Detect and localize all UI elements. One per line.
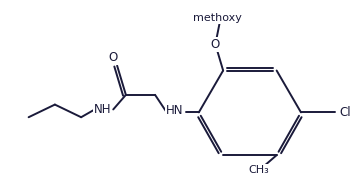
Text: O: O [211,38,220,51]
Text: CH₃: CH₃ [249,165,269,175]
Text: methyl: methyl [220,18,225,19]
Text: methyl_ch3: methyl_ch3 [222,19,230,21]
Text: HN: HN [166,104,183,117]
Text: NH: NH [94,103,111,116]
Text: O: O [109,51,118,64]
Text: Cl: Cl [340,106,352,119]
Text: methoxy: methoxy [220,18,227,19]
Text: methoxy: methoxy [193,13,242,23]
Text: methyl: methyl [221,19,226,21]
Text: methyl_top: methyl_top [216,16,224,18]
